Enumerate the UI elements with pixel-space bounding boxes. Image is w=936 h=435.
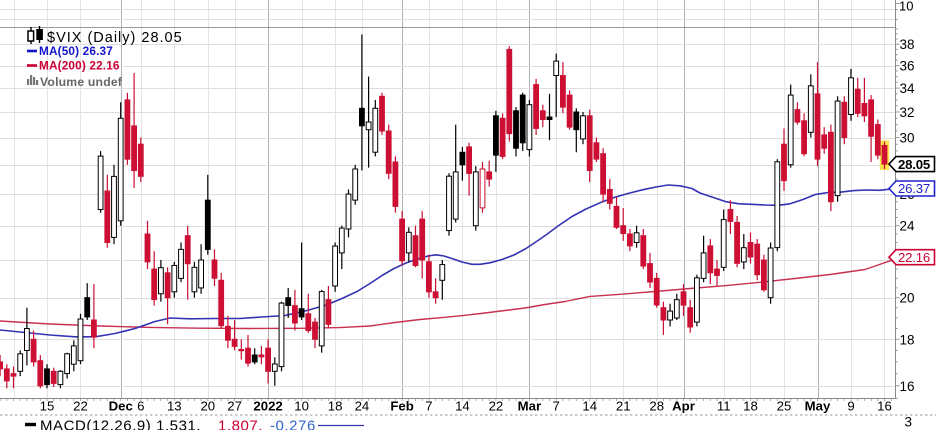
svg-text:Dec: Dec bbox=[109, 399, 133, 414]
svg-text:34: 34 bbox=[900, 81, 916, 96]
svg-text:24: 24 bbox=[900, 219, 916, 234]
svg-text:$VIX (Daily) 28.05: $VIX (Daily) 28.05 bbox=[47, 30, 183, 46]
svg-text:14: 14 bbox=[455, 399, 470, 414]
svg-text:Apr: Apr bbox=[672, 399, 695, 414]
svg-text:28.05: 28.05 bbox=[898, 157, 930, 172]
svg-text:15: 15 bbox=[40, 399, 55, 414]
svg-text:10: 10 bbox=[899, 0, 913, 14]
svg-text:3: 3 bbox=[905, 415, 913, 430]
svg-text:16: 16 bbox=[877, 399, 892, 414]
svg-text:21: 21 bbox=[616, 399, 631, 414]
svg-text:7: 7 bbox=[425, 399, 432, 414]
svg-text:6: 6 bbox=[137, 399, 144, 414]
svg-text:18: 18 bbox=[743, 399, 758, 414]
svg-text:Volume undef: Volume undef bbox=[40, 75, 123, 89]
svg-text:38: 38 bbox=[900, 37, 915, 52]
svg-text:13: 13 bbox=[167, 399, 182, 414]
svg-text:7: 7 bbox=[553, 399, 560, 414]
svg-text:22: 22 bbox=[73, 399, 88, 414]
svg-text:14: 14 bbox=[582, 399, 597, 414]
svg-text:25: 25 bbox=[777, 399, 792, 414]
svg-text:Feb: Feb bbox=[390, 399, 413, 414]
svg-text:MACD(12,26,9) 1.531,: MACD(12,26,9) 1.531, bbox=[40, 417, 201, 430]
svg-text:20: 20 bbox=[200, 399, 215, 414]
svg-text:May: May bbox=[805, 399, 831, 414]
svg-text:2022: 2022 bbox=[253, 399, 282, 414]
svg-text:36: 36 bbox=[900, 59, 915, 74]
svg-text:16: 16 bbox=[900, 379, 915, 394]
svg-text:28: 28 bbox=[649, 399, 664, 414]
svg-text:11: 11 bbox=[717, 399, 731, 414]
svg-text:32: 32 bbox=[900, 105, 915, 120]
svg-text:9: 9 bbox=[847, 399, 854, 414]
svg-text:20: 20 bbox=[900, 291, 915, 306]
svg-text:-0.276: -0.276 bbox=[270, 417, 316, 430]
svg-text:30: 30 bbox=[900, 131, 915, 146]
svg-text:24: 24 bbox=[355, 399, 370, 414]
svg-text:18: 18 bbox=[328, 399, 343, 414]
svg-text:27: 27 bbox=[227, 399, 242, 414]
svg-text:MA(200) 22.16: MA(200) 22.16 bbox=[39, 59, 120, 73]
svg-text:22.16: 22.16 bbox=[898, 250, 930, 265]
svg-text:22: 22 bbox=[489, 399, 504, 414]
svg-text:10: 10 bbox=[294, 399, 309, 414]
svg-text:18: 18 bbox=[900, 332, 915, 347]
svg-text:1.807,: 1.807, bbox=[218, 417, 263, 430]
svg-text:MA(50) 26.37: MA(50) 26.37 bbox=[39, 44, 113, 58]
svg-text:26.37: 26.37 bbox=[898, 181, 930, 196]
svg-text:Mar: Mar bbox=[518, 399, 541, 414]
